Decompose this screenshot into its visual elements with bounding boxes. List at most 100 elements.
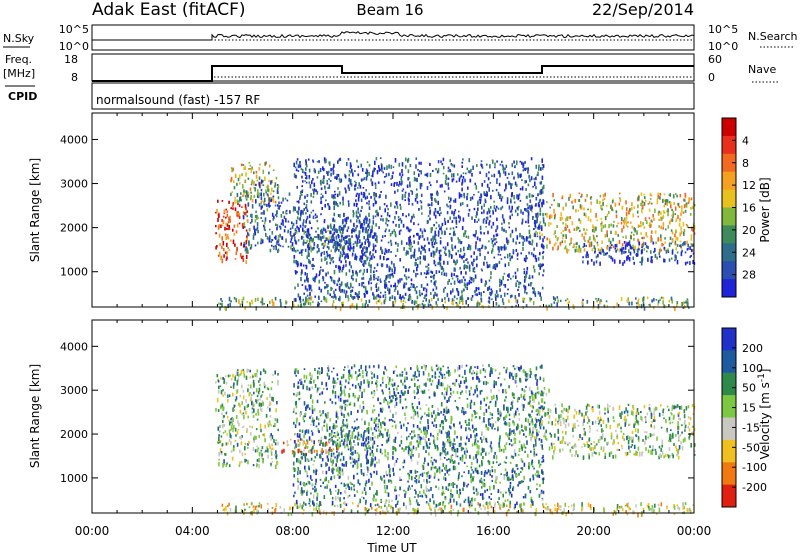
data-point (523, 162, 525, 166)
data-point (360, 225, 362, 229)
data-point (338, 235, 340, 238)
data-point (433, 425, 435, 427)
data-point (352, 287, 354, 289)
data-point (301, 185, 303, 187)
data-point (405, 301, 407, 303)
data-point (226, 433, 228, 435)
data-point (224, 227, 226, 231)
data-point (442, 366, 444, 368)
data-point (231, 450, 233, 453)
data-point (513, 177, 515, 180)
data-point (441, 392, 443, 395)
data-point (326, 251, 328, 253)
data-point (379, 194, 381, 198)
data-point (397, 290, 399, 295)
data-point (481, 164, 483, 167)
data-point (327, 183, 329, 185)
data-point (681, 302, 683, 306)
data-point (427, 221, 429, 223)
data-point (323, 247, 325, 249)
data-point (218, 427, 220, 431)
data-point (561, 410, 563, 412)
data-point (253, 506, 255, 508)
data-point (330, 276, 332, 279)
data-point (579, 434, 581, 438)
data-point (546, 438, 548, 441)
data-point (444, 218, 446, 222)
data-point (223, 254, 225, 257)
data-point (229, 394, 231, 397)
data-point (476, 164, 478, 167)
data-point (275, 442, 277, 445)
data-point (641, 208, 643, 212)
data-point (557, 237, 559, 240)
data-point (233, 448, 235, 452)
data-point (219, 431, 221, 433)
data-point (324, 219, 326, 221)
data-point (583, 428, 585, 430)
data-point (513, 276, 515, 278)
data-point (401, 240, 403, 245)
data-point (357, 235, 359, 239)
data-point (590, 197, 592, 200)
data-point (614, 248, 616, 250)
data-point (223, 424, 225, 427)
nsky-tick-bottom-left: 10^0 (59, 40, 89, 53)
data-point (500, 295, 502, 298)
data-point (667, 208, 669, 212)
data-point (447, 220, 449, 223)
data-point (456, 298, 458, 300)
data-point (491, 506, 493, 509)
data-point (287, 231, 289, 233)
data-point (494, 174, 496, 177)
data-point (260, 192, 262, 196)
data-point (277, 191, 279, 194)
data-point (273, 196, 275, 198)
data-point (354, 181, 356, 183)
data-point (471, 297, 473, 301)
data-point (637, 513, 639, 517)
data-point (496, 290, 498, 294)
data-point (597, 417, 599, 420)
data-point (359, 483, 361, 485)
data-point (504, 273, 506, 275)
data-point (237, 193, 239, 197)
data-point (245, 195, 247, 197)
data-point (358, 434, 360, 436)
data-point (352, 435, 354, 439)
data-point (531, 206, 533, 208)
data-point (242, 195, 244, 197)
data-point (251, 426, 253, 428)
data-point (628, 404, 630, 406)
data-point (422, 231, 424, 235)
data-point (352, 255, 354, 257)
data-point (473, 234, 475, 236)
data-point (244, 446, 246, 450)
data-point (267, 208, 269, 211)
data-point (352, 296, 354, 300)
data-point (531, 243, 533, 246)
data-point (667, 406, 669, 408)
data-point (255, 399, 257, 402)
data-point (632, 431, 634, 434)
data-point (529, 193, 531, 197)
data-point (477, 248, 479, 251)
data-point (230, 433, 232, 437)
data-point (253, 181, 255, 186)
data-point (492, 160, 494, 164)
data-point (237, 224, 239, 228)
data-point (391, 269, 393, 272)
data-point (673, 418, 675, 421)
data-point (345, 260, 347, 263)
data-point (519, 242, 521, 244)
data-point (484, 479, 486, 481)
data-point (660, 404, 662, 406)
data-point (627, 299, 629, 302)
data-point (674, 506, 676, 510)
data-point (615, 250, 617, 253)
data-point (365, 260, 367, 264)
data-point (675, 243, 677, 245)
data-point (412, 191, 414, 195)
data-point (691, 197, 693, 200)
data-point (535, 186, 537, 189)
